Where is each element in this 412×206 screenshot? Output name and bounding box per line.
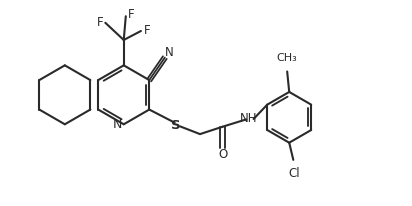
Text: Cl: Cl: [288, 167, 300, 180]
Text: N: N: [165, 46, 174, 59]
Text: N: N: [112, 118, 122, 131]
Text: O: O: [218, 148, 227, 161]
Text: S: S: [171, 119, 180, 132]
Text: CH₃: CH₃: [277, 53, 297, 63]
Text: F: F: [144, 25, 150, 37]
Text: F: F: [127, 8, 134, 21]
Text: NH: NH: [240, 112, 258, 125]
Text: F: F: [97, 16, 104, 29]
